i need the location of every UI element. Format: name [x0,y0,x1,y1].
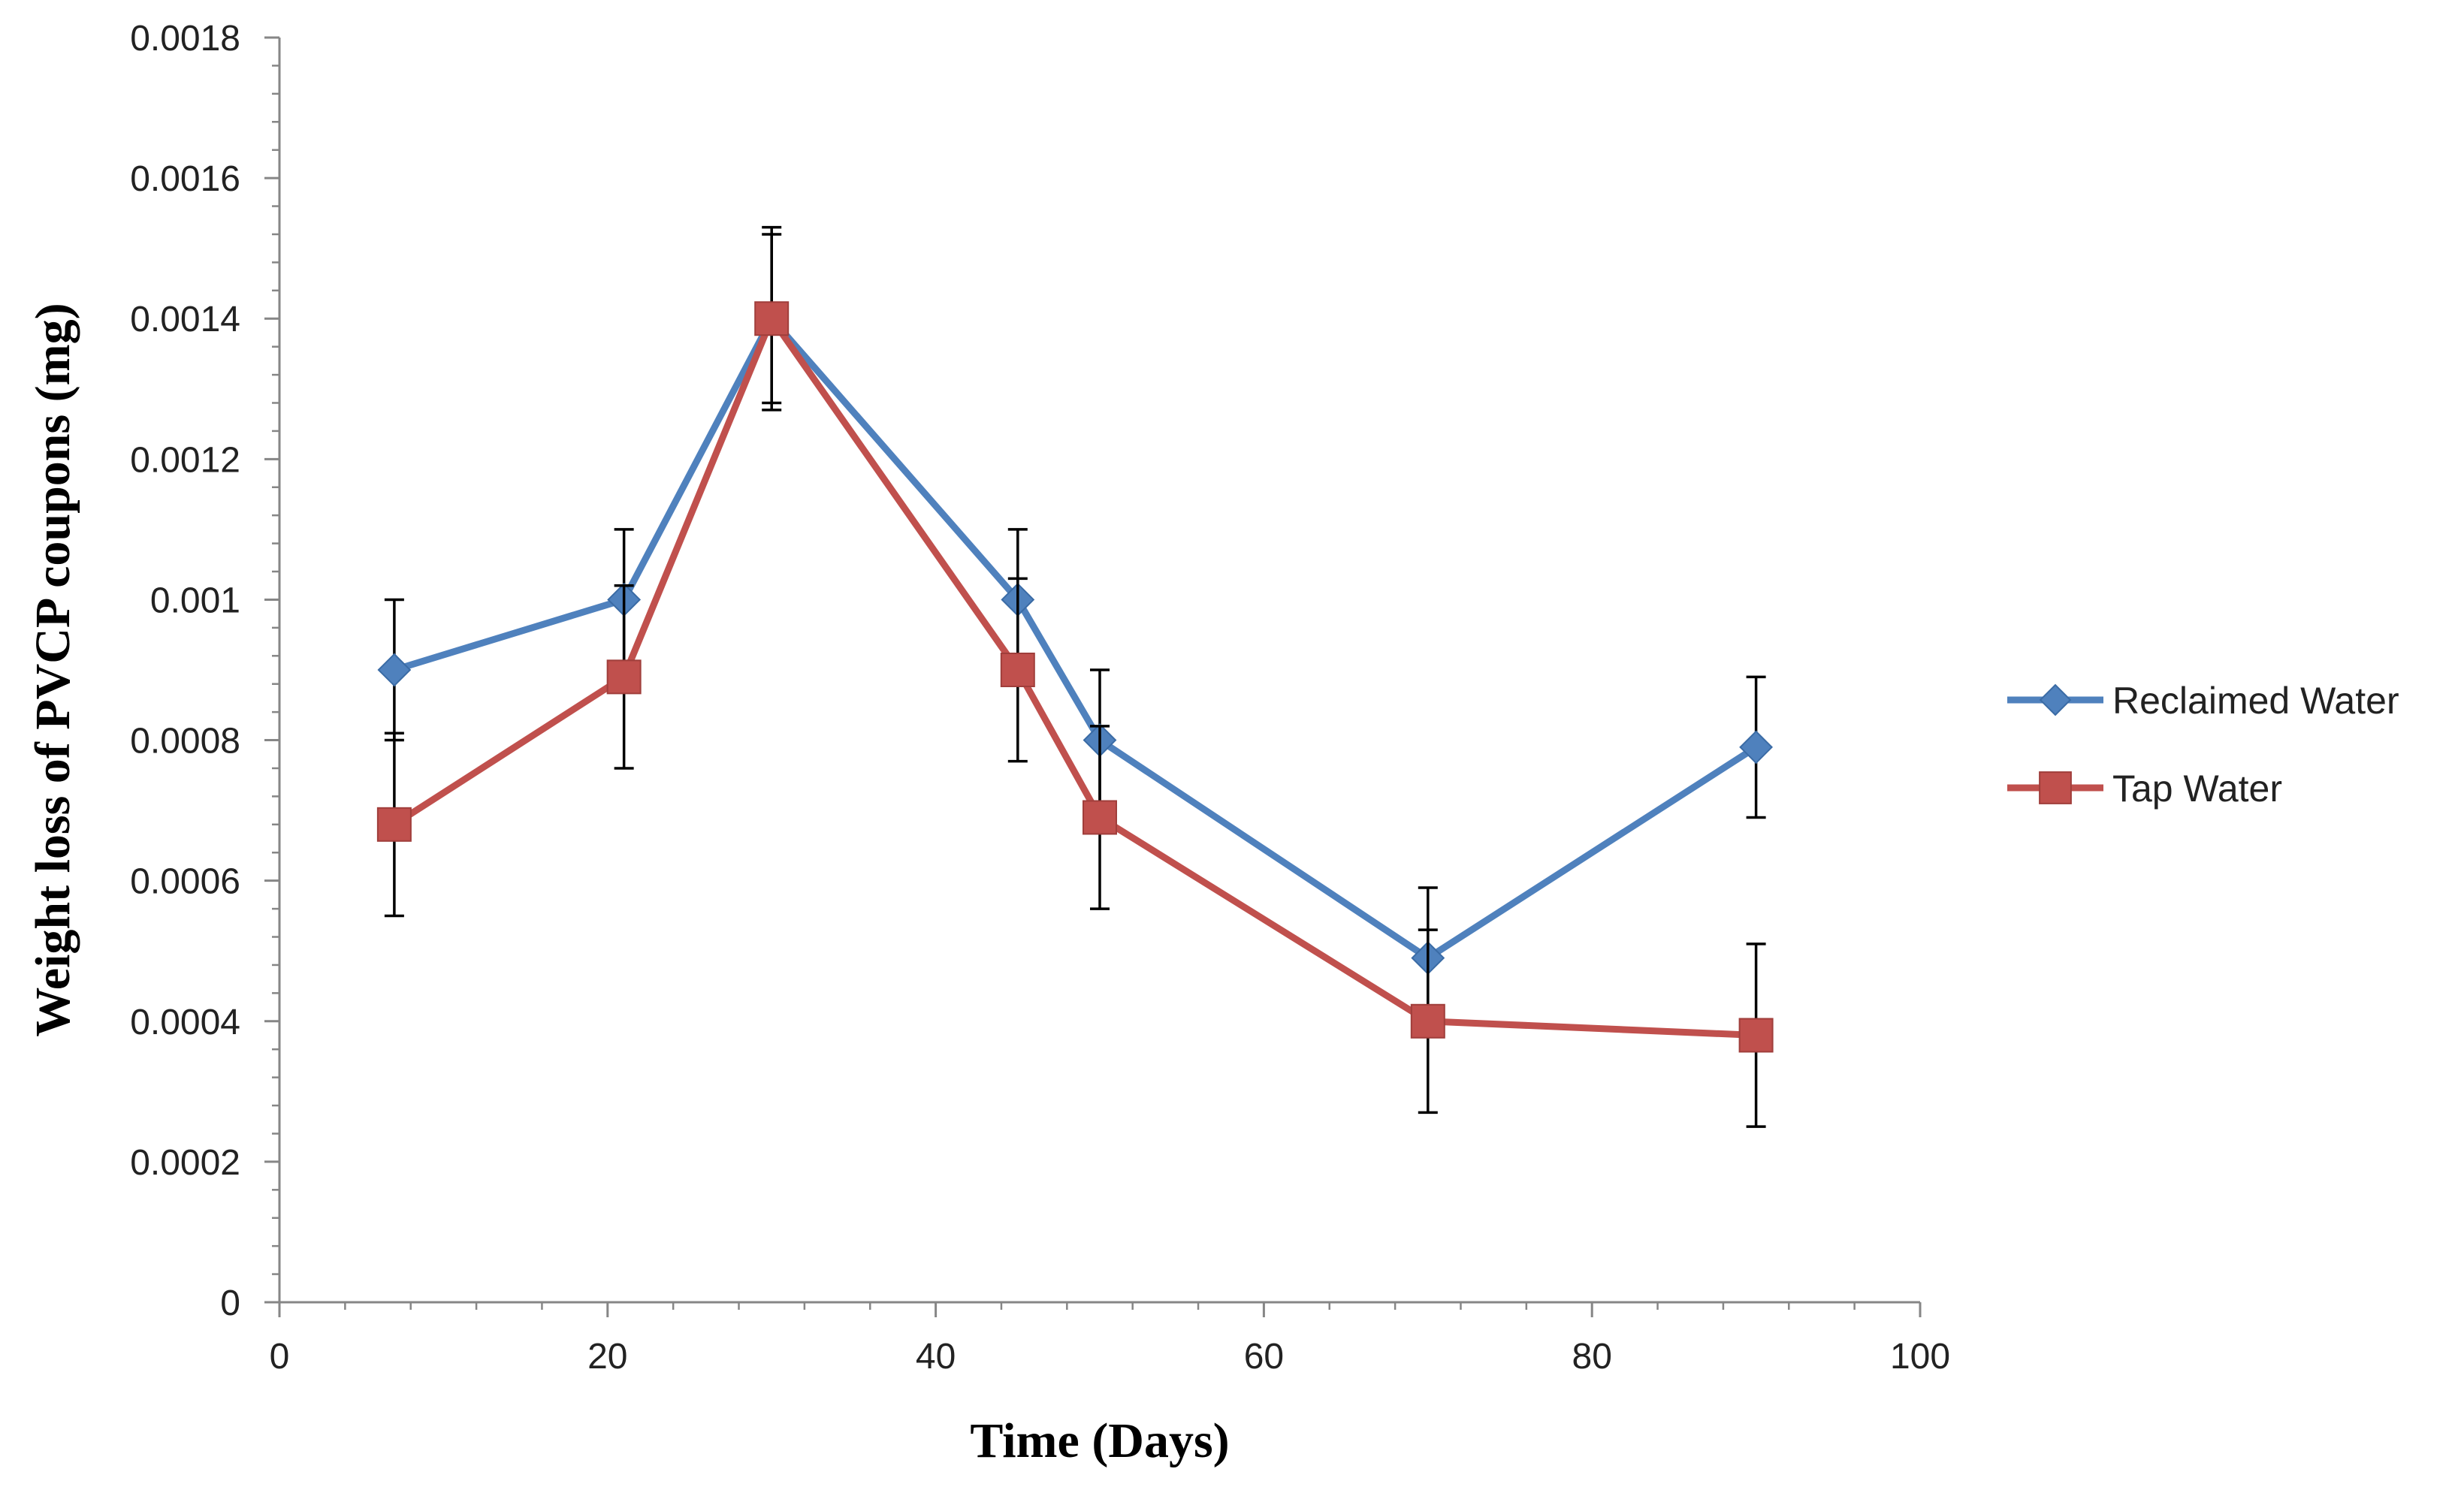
x-axis-ticks: 0 20 40 60 80 100 [270,1302,1950,1377]
y-tick-label: 0.001 [150,581,240,620]
legend-marker [2039,771,2072,804]
data-point-tap-water [1410,1003,1445,1039]
y-axis-ticks: 0 0.0002 0.0004 0.0006 0.0008 0.001 0.0012 0.00… [130,19,279,1323]
legend-label: Tap Water [2112,768,2282,810]
legend-label: Reclaimed Water [2112,680,2399,722]
x-axis-title: Time (Days) [970,1413,1229,1468]
series-reclaimed-water [377,225,1774,1030]
series-line-tap-water [391,315,1760,1039]
series-layer [376,225,1774,1128]
y-tick-label: 0.0018 [130,19,240,59]
data-point-reclaimed-water [1739,730,1774,765]
x-tick-label: 20 [587,1337,627,1377]
axes [278,38,1920,1304]
data-point-tap-water [1000,653,1035,687]
y-tick-label: 0.0016 [130,159,240,199]
data-point-tap-water [1083,800,1117,835]
x-tick-label: 40 [916,1337,956,1377]
data-point-reclaimed-water [377,653,412,687]
y-tick-label: 0 [220,1283,240,1323]
legend-item-reclaimed-water: Reclaimed Water [2007,680,2399,722]
data-point-tap-water [376,807,412,842]
y-tick-label: 0.0012 [130,440,240,480]
legend: Reclaimed Water Tap Water [2007,680,2399,810]
x-tick-label: 60 [1244,1337,1284,1377]
data-point-tap-water [1738,1018,1774,1053]
data-point-tap-water [754,301,790,336]
y-tick-label: 0.0002 [130,1143,240,1183]
legend-item-tap-water: Tap Water [2007,768,2282,810]
x-tick-label: 0 [270,1337,290,1377]
x-tick-label: 100 [1890,1337,1950,1377]
legend-marker [2039,683,2072,716]
x-tick-label: 80 [1572,1337,1612,1377]
y-tick-label: 0.0014 [130,300,240,339]
series-line-reclaimed-water [391,315,1760,962]
y-axis-title: Weight loss of PVCP coupons (mg) [26,303,80,1036]
y-tick-label: 0.0006 [130,862,240,902]
y-tick-label: 0.0004 [130,1003,240,1042]
y-tick-label: 0.0008 [130,722,240,762]
series-tap-water [376,233,1774,1128]
data-point-tap-water [606,659,642,695]
